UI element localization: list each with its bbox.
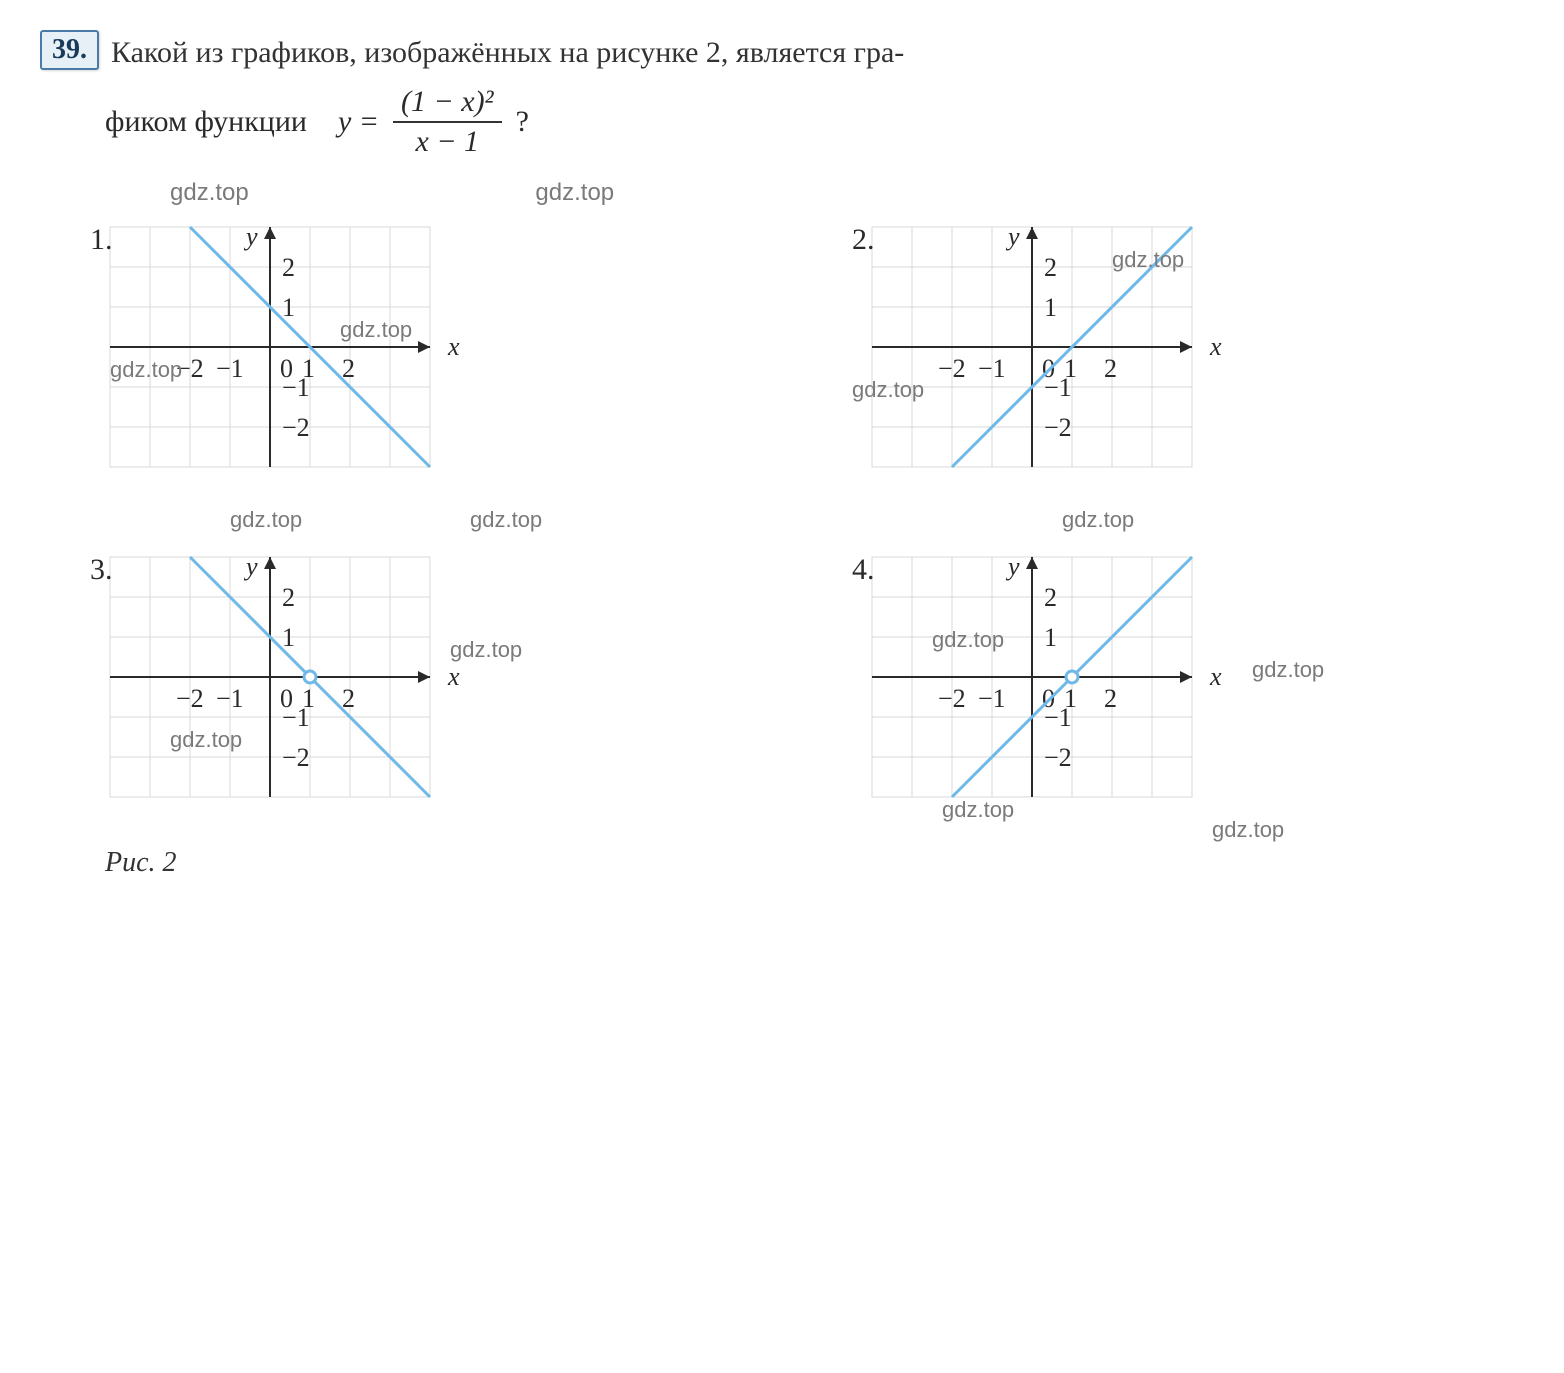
chart-label: 4. <box>852 553 875 587</box>
chart-svg: xy−2−112−2−1120 <box>40 217 480 487</box>
svg-text:−2: −2 <box>938 684 966 713</box>
svg-text:−2: −2 <box>1044 743 1072 772</box>
svg-text:2: 2 <box>342 354 355 383</box>
charts-grid: 1. x y −2 −1 1 2 −2 −1 1 2 0 gdz.top gdz.top gdz.top gd… <box>40 217 1524 817</box>
svg-text:x: x <box>447 332 460 361</box>
svg-text:x: x <box>1209 332 1222 361</box>
svg-text:2: 2 <box>1044 583 1057 612</box>
svg-text:−1: −1 <box>216 684 244 713</box>
watermark: gdz.top <box>230 507 302 533</box>
svg-text:2: 2 <box>1044 253 1057 282</box>
watermark: gdz.top <box>470 507 542 533</box>
chart-3: 3.xy−2−112−2−1120gdz.topgdz.top <box>40 547 762 817</box>
svg-text:y: y <box>1005 552 1020 581</box>
problem-text-2: фиком функции <box>105 105 307 139</box>
svg-text:−2: −2 <box>176 354 204 383</box>
svg-text:0: 0 <box>280 354 293 383</box>
chart-4: 4.xy−2−112−2−1120gdz.topgdz.topgdz.topgd… <box>802 547 1524 817</box>
chart-svg: xy−2−112−2−1120 <box>802 547 1242 817</box>
svg-text:−2: −2 <box>176 684 204 713</box>
chart-label: 3. <box>90 553 113 587</box>
svg-text:y: y <box>243 552 258 581</box>
svg-text:1: 1 <box>1044 623 1057 652</box>
watermark: gdz.top <box>1062 507 1134 533</box>
chart-2: 2.xy−2−112−2−1120gdz.topgdz.topgdz.top <box>802 217 1524 487</box>
svg-text:2: 2 <box>282 583 295 612</box>
svg-text:1: 1 <box>1044 293 1057 322</box>
problem-header: 39. Какой из графиков, изображённых на р… <box>40 30 1524 75</box>
problem-text-1: Какой из графиков, изображённых на рисун… <box>111 30 904 75</box>
chart-1: 1.xy−2−112−2−1120gdz.topgdz.topgdz.topgd… <box>40 217 762 487</box>
watermark: gdz.top <box>170 179 249 206</box>
formula-line: фиком функции y = (1 − x)² x − 1 ? <box>105 85 1524 159</box>
svg-text:1: 1 <box>282 623 295 652</box>
svg-text:2: 2 <box>1104 684 1117 713</box>
chart-label: 2. <box>852 223 875 257</box>
watermark-row-top: gdz.top gdz.top <box>170 179 1524 207</box>
formula-lhs: y = <box>338 105 379 139</box>
watermark: gdz.top <box>1252 657 1324 683</box>
svg-text:2: 2 <box>1104 354 1117 383</box>
svg-text:1: 1 <box>282 293 295 322</box>
svg-text:y: y <box>1005 222 1020 251</box>
svg-text:−2: −2 <box>282 413 310 442</box>
problem-number: 39. <box>40 30 99 70</box>
chart-svg: xy−2−112−2−1120 <box>40 547 480 817</box>
watermark: gdz.top <box>1212 817 1284 843</box>
formula-fraction: (1 − x)² x − 1 <box>393 85 502 159</box>
figure-caption: Рис. 2 <box>105 847 1524 879</box>
formula-numerator: (1 − x)² <box>393 85 502 123</box>
svg-text:−1: −1 <box>978 684 1006 713</box>
svg-text:2: 2 <box>282 253 295 282</box>
svg-text:x: x <box>447 662 460 691</box>
formula-denominator: x − 1 <box>408 123 488 159</box>
formula-suffix: ? <box>516 105 529 139</box>
svg-text:−1: −1 <box>216 354 244 383</box>
svg-text:0: 0 <box>280 684 293 713</box>
svg-text:2: 2 <box>342 684 355 713</box>
chart-svg: xy−2−112−2−1120 <box>802 217 1242 487</box>
svg-text:−2: −2 <box>938 354 966 383</box>
svg-text:y: y <box>243 222 258 251</box>
svg-text:−2: −2 <box>282 743 310 772</box>
svg-text:−2: −2 <box>1044 413 1072 442</box>
chart-label: 1. <box>90 223 113 257</box>
svg-text:−1: −1 <box>978 354 1006 383</box>
watermark: gdz.top <box>535 179 614 206</box>
svg-text:x: x <box>1209 662 1222 691</box>
